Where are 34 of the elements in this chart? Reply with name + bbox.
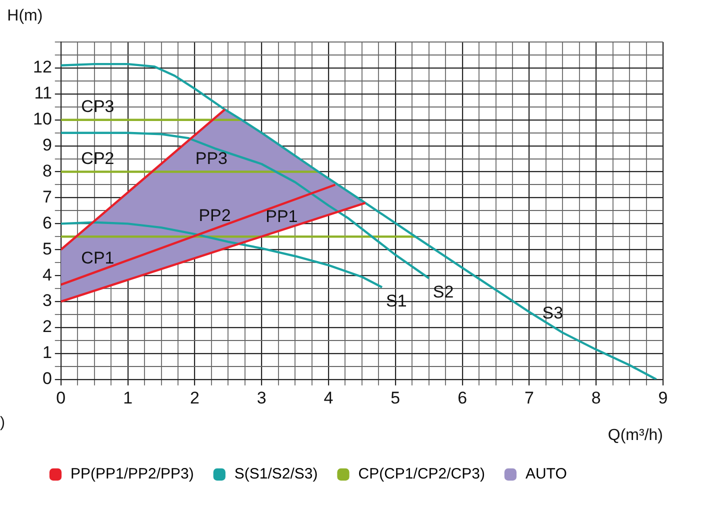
y-tick-label: 2 bbox=[42, 317, 52, 336]
x-tick-label: 5 bbox=[390, 388, 400, 408]
x-tick-label: 6 bbox=[458, 388, 468, 408]
x-tick-label: 9 bbox=[658, 388, 668, 408]
y-tick-label: 4 bbox=[42, 265, 52, 284]
y-tick-label: 8 bbox=[42, 161, 52, 180]
annotation: PP1 bbox=[266, 207, 298, 226]
y-tick-label: 5 bbox=[42, 239, 52, 258]
y-tick-label: 3 bbox=[42, 291, 52, 310]
y-tick-label: 6 bbox=[42, 213, 52, 232]
x-tick-label: 2 bbox=[190, 388, 200, 408]
x-tick-label: 3 bbox=[256, 388, 266, 408]
x-axis-title: Q(m³/h) bbox=[608, 426, 663, 444]
x-tick-label: 0 bbox=[56, 388, 66, 408]
annotation: PP2 bbox=[198, 206, 231, 225]
legend-label: PP(PP1/PP2/PP3) bbox=[70, 466, 194, 483]
x-tick-label: 1 bbox=[123, 388, 133, 408]
y-tick-label: 11 bbox=[34, 84, 52, 103]
y-axis-title: H(m) bbox=[7, 7, 43, 24]
y-tick-label: 0 bbox=[42, 369, 52, 388]
annotation: CP1 bbox=[81, 248, 114, 268]
x-tick-label: 4 bbox=[324, 388, 334, 408]
legend-label: AUTO bbox=[525, 466, 567, 483]
legend-label: CP(CP1/CP2/CP3) bbox=[358, 466, 485, 483]
y-tick-label: 1 bbox=[42, 343, 52, 362]
y-tick-label: 9 bbox=[42, 136, 52, 155]
text: ) bbox=[0, 414, 5, 432]
x-tick-label: 7 bbox=[524, 388, 534, 408]
legend-label: S(S1/S2/S3) bbox=[234, 466, 318, 483]
x-tick-label: 8 bbox=[591, 388, 601, 408]
annotation: PP3 bbox=[195, 148, 228, 168]
y-tick-label: 7 bbox=[42, 187, 52, 206]
y-tick-label: 12 bbox=[32, 58, 52, 77]
y-tick-label: 10 bbox=[32, 110, 52, 129]
